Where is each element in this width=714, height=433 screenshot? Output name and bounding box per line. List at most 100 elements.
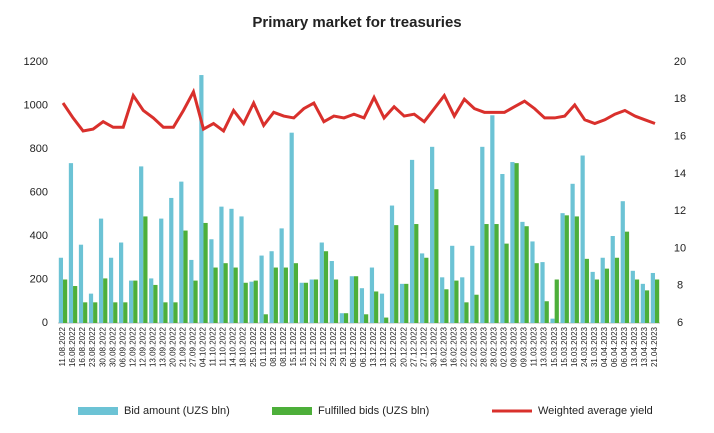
bar xyxy=(263,314,268,323)
x-tick-label: 04.04.2023 xyxy=(600,326,609,367)
x-tick-label: 15.03.2023 xyxy=(550,326,559,367)
bar xyxy=(343,313,349,323)
x-tick-label: 14.10.2022 xyxy=(229,326,238,367)
bar xyxy=(353,276,359,323)
bar xyxy=(233,267,238,323)
bar xyxy=(213,267,218,323)
bar xyxy=(510,162,515,323)
x-tick-label: 28.02.2023 xyxy=(490,326,499,367)
x-tick-label: 06.04.2023 xyxy=(610,326,619,367)
x-tick-label: 13.04.2023 xyxy=(640,326,649,367)
x-tick-label: 13.09.2022 xyxy=(158,326,167,367)
x-tick-label: 02.03.2023 xyxy=(500,326,509,367)
x-tick-label: 11.10.2022 xyxy=(219,326,228,366)
bar xyxy=(574,216,579,323)
bar xyxy=(394,225,399,323)
bar xyxy=(139,166,144,323)
bar xyxy=(199,75,204,323)
bar xyxy=(520,221,525,323)
bar xyxy=(594,279,599,323)
bar xyxy=(530,241,535,323)
bar xyxy=(389,205,395,323)
bar xyxy=(630,270,635,323)
bar xyxy=(133,280,138,323)
bar xyxy=(309,279,314,323)
bar xyxy=(129,280,134,323)
x-tick-label: 15.11.2022 xyxy=(289,326,298,366)
bar xyxy=(279,228,284,323)
bar xyxy=(173,302,178,323)
x-tick-label: 30.08.2022 xyxy=(108,326,117,367)
x-tick-label: 11.08.2022 xyxy=(58,326,67,366)
x-tick-label: 06.12.2022 xyxy=(349,326,358,367)
bar xyxy=(604,268,610,323)
y-tick-label: 800 xyxy=(30,143,48,155)
bar xyxy=(610,236,615,323)
bar xyxy=(113,302,118,323)
bar xyxy=(580,155,585,323)
legend-label: Fulfilled bids (UZS bln) xyxy=(318,405,429,417)
x-tick-label: 21.04.2023 xyxy=(650,326,659,367)
bar xyxy=(179,181,184,323)
x-tick-label: 16.02.2023 xyxy=(439,326,448,367)
bar xyxy=(153,284,158,323)
bar xyxy=(650,272,655,323)
bar xyxy=(430,146,435,323)
bar xyxy=(183,230,188,323)
x-tick-label: 25.10.2022 xyxy=(249,326,258,367)
bar xyxy=(289,132,294,323)
x-tick-label: 16.03.2023 xyxy=(570,326,579,367)
x-tick-label: 29.11.2022 xyxy=(339,326,348,366)
bar xyxy=(119,242,124,323)
y2-tick-label: 20 xyxy=(674,56,686,68)
x-tick-label: 22.02.2023 xyxy=(469,326,478,367)
bar xyxy=(624,231,630,323)
bar xyxy=(169,197,174,323)
x-tick-label: 16.08.2022 xyxy=(68,326,77,367)
bar xyxy=(333,279,339,323)
bar xyxy=(249,281,254,323)
x-tick-label: 09.03.2023 xyxy=(510,326,519,367)
x-tick-label: 11.10.2022 xyxy=(209,326,218,366)
y-tick-label: 200 xyxy=(30,273,48,285)
y2-tick-label: 12 xyxy=(674,205,686,217)
bar xyxy=(620,201,625,323)
bar xyxy=(414,224,419,323)
bar xyxy=(259,255,264,323)
bar xyxy=(564,215,569,323)
bar xyxy=(163,302,168,323)
bar xyxy=(313,279,319,323)
y2-tick-label: 6 xyxy=(677,317,683,329)
bar xyxy=(494,224,499,323)
bar xyxy=(440,277,445,323)
bar xyxy=(349,276,354,323)
bar xyxy=(243,282,248,323)
y2-tick-label: 18 xyxy=(674,93,686,105)
y2-tick-label: 10 xyxy=(674,242,686,254)
bar xyxy=(570,183,575,323)
x-tick-label: 15.03.2023 xyxy=(560,326,569,367)
bar xyxy=(219,206,224,323)
x-tick-label: 16.08.2022 xyxy=(78,326,87,367)
x-tick-label: 30.08.2022 xyxy=(98,326,107,367)
bar xyxy=(108,257,114,323)
bar xyxy=(203,222,208,323)
x-tick-label: 27.12.2022 xyxy=(409,326,418,367)
bar xyxy=(500,174,505,323)
x-tick-label: 08.11.2022 xyxy=(269,326,278,366)
bar xyxy=(253,280,258,323)
x-tick-label: 13.04.2023 xyxy=(630,326,639,367)
bar xyxy=(540,262,545,323)
x-tick-label: 13.12.2022 xyxy=(379,326,388,367)
bar xyxy=(534,263,539,323)
y-tick-label: 1000 xyxy=(24,99,48,111)
bar xyxy=(644,290,650,323)
x-tick-label: 30.12.2022 xyxy=(429,326,438,367)
bar xyxy=(369,267,375,323)
x-tick-label: 13.12.2022 xyxy=(369,326,378,367)
bar xyxy=(379,293,385,323)
bar xyxy=(359,288,365,323)
x-tick-label: 06.12.2022 xyxy=(359,326,368,367)
bar xyxy=(480,146,485,323)
bar xyxy=(98,218,104,323)
